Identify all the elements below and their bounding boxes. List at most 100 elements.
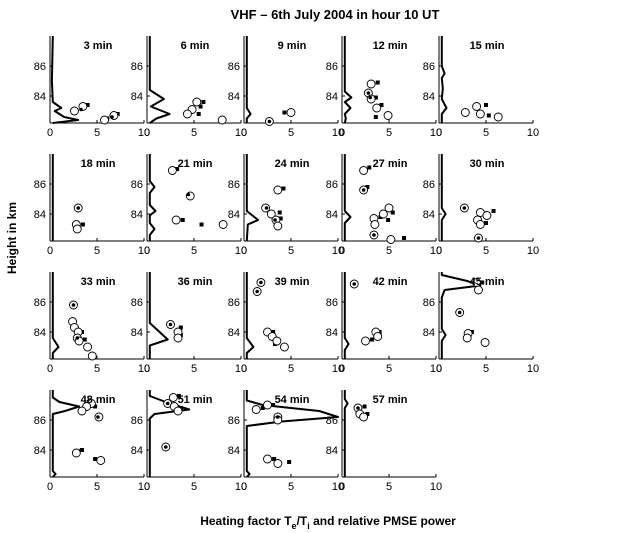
y-tick-label: 84 [131,445,143,457]
x-tick-label: 10 [527,363,539,375]
panel-title: 39 min [275,276,310,288]
circle-marker [217,115,227,125]
panel-18: 0 5 10 84 86 54 min [228,390,344,493]
dot-marker [186,192,191,197]
power-profile-line [343,272,350,359]
square-marker [365,185,370,189]
x-tick-label: 10 [430,481,442,493]
y-tick-label: 86 [326,179,338,191]
x-tick-label: 10 [430,245,442,257]
circle-marker [472,102,482,111]
y-tick-label: 86 [423,297,435,309]
power-profile-line [343,36,353,124]
y-tick-label: 86 [326,297,338,309]
circle-marker [286,108,296,117]
x-tick-label: 10 [527,245,539,257]
square-marker [199,222,204,227]
square-marker [287,460,292,464]
power-profile-line [148,154,157,241]
power-profile-line [440,36,448,123]
y-tick-label: 84 [326,91,338,103]
x-tick-label: 0 [241,363,247,375]
x-tick-label: 5 [191,127,197,139]
circle-marker [173,406,183,416]
circle-marker [83,342,93,352]
dot-marker [110,115,114,119]
circle-marker [273,221,283,231]
circle-marker [493,112,503,122]
dot-marker [462,206,467,210]
x-tick-label: 0 [47,245,53,257]
circle-marker [460,108,470,117]
panel-title: 57 min [373,394,408,406]
power-profile-line [245,36,252,123]
panel-title: 33 min [81,276,116,288]
circle-marker [266,209,276,219]
circle-marker [475,220,485,229]
circle-marker [372,103,382,113]
x-tick-label: 5 [288,245,294,257]
square-marker [176,394,181,398]
circle-marker [378,209,388,219]
y-tick-label: 86 [228,179,240,191]
circle-marker [361,336,370,346]
y-tick-label: 86 [228,415,240,427]
x-tick-label: 5 [386,363,392,375]
x-tick-label: 10 [235,481,247,493]
square-marker [379,103,384,107]
x-tick-label: 5 [191,245,197,257]
square-marker [198,104,203,109]
y-tick-label: 84 [228,327,240,339]
square-marker [402,236,407,240]
square-marker [272,457,277,461]
square-marker [365,412,370,416]
square-marker [175,167,180,171]
power-profile-line [245,390,339,478]
power-profile-line [343,154,352,241]
dot-marker [165,401,170,406]
y-tick-label: 84 [326,445,338,457]
panel-10: 0 5 10 84 86 30 min [423,154,539,257]
square-marker [80,222,85,227]
x-tick-label: 0 [436,363,442,375]
y-tick-label: 86 [34,61,46,73]
square-marker [373,95,378,100]
dot-marker [75,336,80,340]
panel-6: 0 5 10 84 86 18 min [34,154,150,257]
circle-marker [173,333,183,343]
x-axis-label-main: Heating factor T [200,514,292,528]
y-tick-label: 84 [423,209,435,221]
x-tick-label: 0 [339,245,345,257]
panel-title: 18 min [81,158,116,170]
dot-marker [255,289,259,294]
circle-marker [218,220,228,229]
dot-marker [368,95,373,100]
square-marker [491,209,496,213]
x-tick-label: 0 [144,363,150,375]
square-marker [93,404,98,409]
circle-marker [273,459,283,468]
square-marker [271,330,276,334]
y-tick-label: 86 [131,179,143,191]
y-tick-label: 84 [423,327,435,339]
y-tick-label: 86 [423,179,435,191]
y-tick-label: 84 [34,327,46,339]
dot-marker [168,322,173,327]
panel-title: 21 min [178,158,213,170]
y-tick-label: 84 [228,91,240,103]
square-marker [367,165,372,170]
panel-19: 0 5 10 84 86 57 min [326,390,442,493]
y-tick-label: 86 [34,297,46,309]
panel-14: 0 5 10 84 86 42 min [326,272,442,375]
panel-15: 0 5 10 84 86 45 min [423,272,539,375]
panel-16: 0 5 10 84 86 48 min [34,390,150,493]
x-tick-label: 0 [144,127,150,139]
panel-title: 48 min [81,394,116,406]
x-tick-label: 0 [47,363,53,375]
x-axis-label-tail: and relative PMSE power [310,514,456,528]
circle-marker [72,224,82,234]
dot-marker [372,233,376,237]
circle-marker [480,338,490,347]
power-profile-line [440,272,482,359]
x-tick-label: 5 [483,245,489,257]
